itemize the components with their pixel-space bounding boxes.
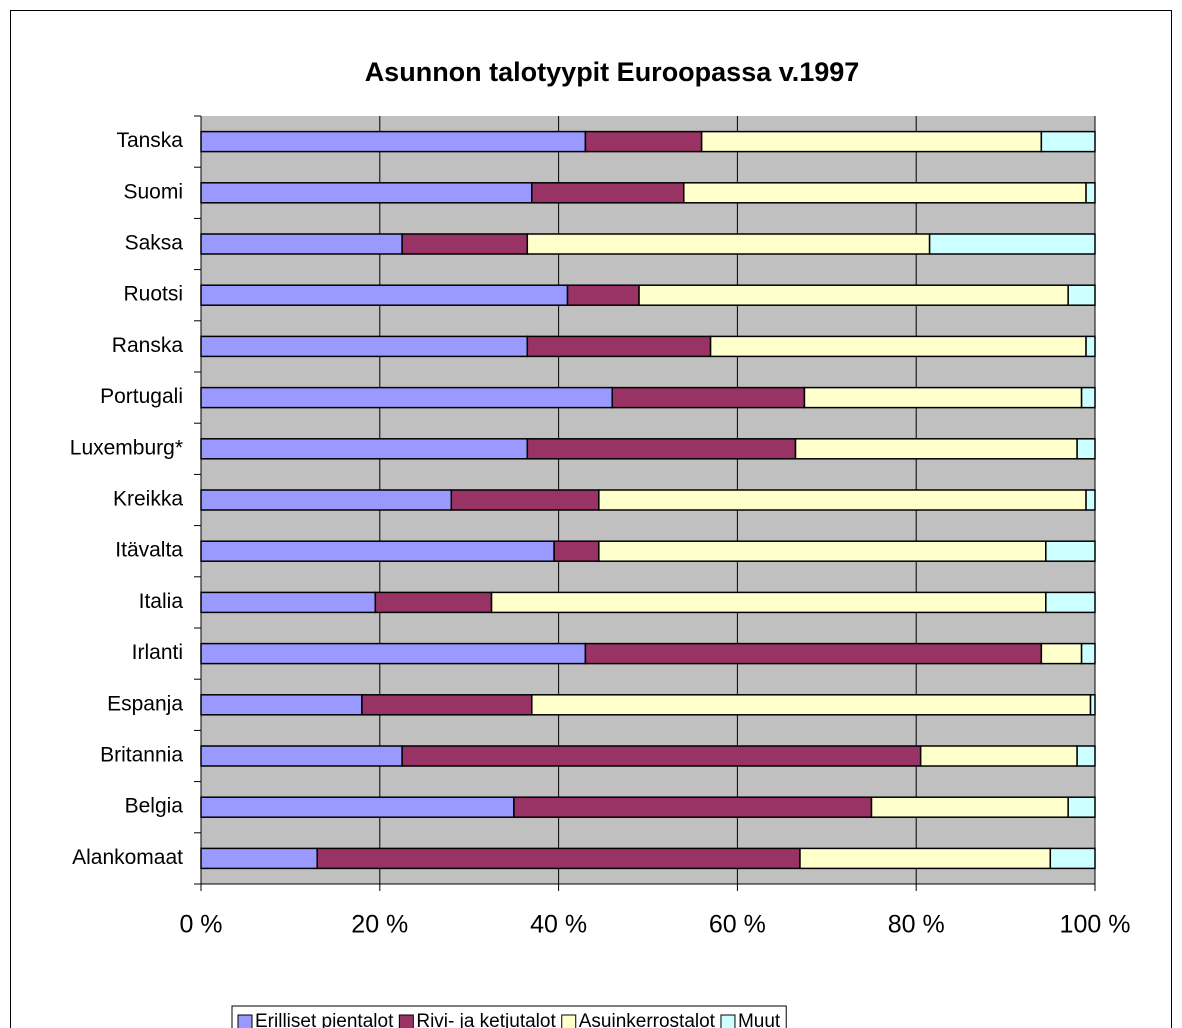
bar-segment [1040,642,1083,665]
y-tick-label: Britannia [100,744,183,767]
x-tick-label: 0 % [179,911,222,939]
bar-segment [200,694,363,716]
bar-segment [200,642,587,665]
bar-segment [566,284,640,306]
bar-segment [531,694,1092,716]
legend-label: Asuinkerrostalot [579,1011,716,1028]
bar-segment [803,386,1083,409]
bar-segment [200,335,529,358]
x-tick-label: 20 % [351,911,408,939]
bar-segment [928,233,1096,255]
chart-title: Asunnon talotyypit Euroopassa v.1997 [365,57,860,87]
bar-segment [1045,591,1096,614]
bar-segment [450,489,600,511]
y-tick-label: Alankomaat [72,846,183,869]
legend-swatch [561,1014,577,1028]
bar-segment [1076,438,1096,460]
bar-segment [200,591,377,614]
bar-segment [200,284,569,306]
bar-segment [683,182,1087,204]
y-tick-label: Ranska [112,334,184,357]
y-tick-label: Luxemburg* [70,436,183,459]
y-tick-label: Irlanti [132,641,183,664]
bar-segment [200,540,555,562]
bar-segment [638,284,1069,306]
bar-segment [598,489,1087,511]
bar-segment [584,642,1043,665]
y-tick-label: Tanska [116,129,183,152]
bar-segment [200,130,587,153]
bar-segment [200,796,515,818]
x-tick-label: 60 % [709,911,766,939]
bar-segment [513,796,873,818]
bar-segment [1089,694,1096,716]
bar-segment [799,847,1052,870]
bar-segment [526,233,931,255]
legend-swatch [720,1014,736,1028]
legend-label: Rivi- ja ketjutalot [416,1011,556,1028]
legend-label: Muut [738,1011,781,1028]
y-tick-label: Suomi [123,180,183,203]
x-tick-label: 40 % [530,911,587,939]
bar-segment [1076,745,1096,767]
bar-segment [1040,130,1096,153]
bar-segment [531,182,685,204]
y-tick-label: Portugali [100,385,183,408]
bar-segment [526,335,712,358]
bar-segment [1067,796,1096,818]
bar-segment [1045,540,1096,562]
bar-segment [374,591,493,614]
bar-segment [1049,847,1096,870]
bar-segment [361,694,533,716]
bar-segment [1067,284,1096,306]
bar-segment [526,438,797,460]
y-tick-label: Italia [139,590,184,613]
bar-segment [200,233,403,255]
bar-segment [200,182,533,204]
bar-segment [611,386,806,409]
bar-segment [200,386,613,409]
bar-segment [490,591,1047,614]
y-tick-label: Ruotsi [123,283,183,306]
bar-segment [1085,182,1096,204]
y-tick-label: Espanja [107,692,183,715]
bar-segment [584,130,703,153]
bar-segment [870,796,1069,818]
y-tick-label: Saksa [125,232,184,255]
legend-swatch [398,1014,414,1028]
y-tick-label: Kreikka [113,488,183,511]
legend-label: Erilliset pientalot [255,1011,394,1028]
bar-segment [919,745,1078,767]
bar-segment [200,489,453,511]
bar-segment [200,847,318,870]
bar-segment [700,130,1043,153]
bar-segment [1085,335,1096,358]
bar-segment [401,233,529,255]
y-tick-label: Itävalta [115,539,183,562]
bar-segment [1080,386,1096,409]
x-tick-label: 100 % [1060,911,1131,939]
bar-segment [200,438,529,460]
bar-segment [200,745,403,767]
bar-segment [794,438,1078,460]
bar-segment [709,335,1087,358]
bar-segment [598,540,1047,562]
bar-segment [553,540,600,562]
bar-segment [1080,642,1096,665]
legend-swatch [237,1014,253,1028]
bar-segment [1085,489,1096,511]
legend-box [231,1005,787,1028]
bar-segment [401,745,922,767]
y-tick-label: Belgia [125,795,184,818]
bar-segment [316,847,801,870]
x-tick-label: 80 % [888,911,945,939]
